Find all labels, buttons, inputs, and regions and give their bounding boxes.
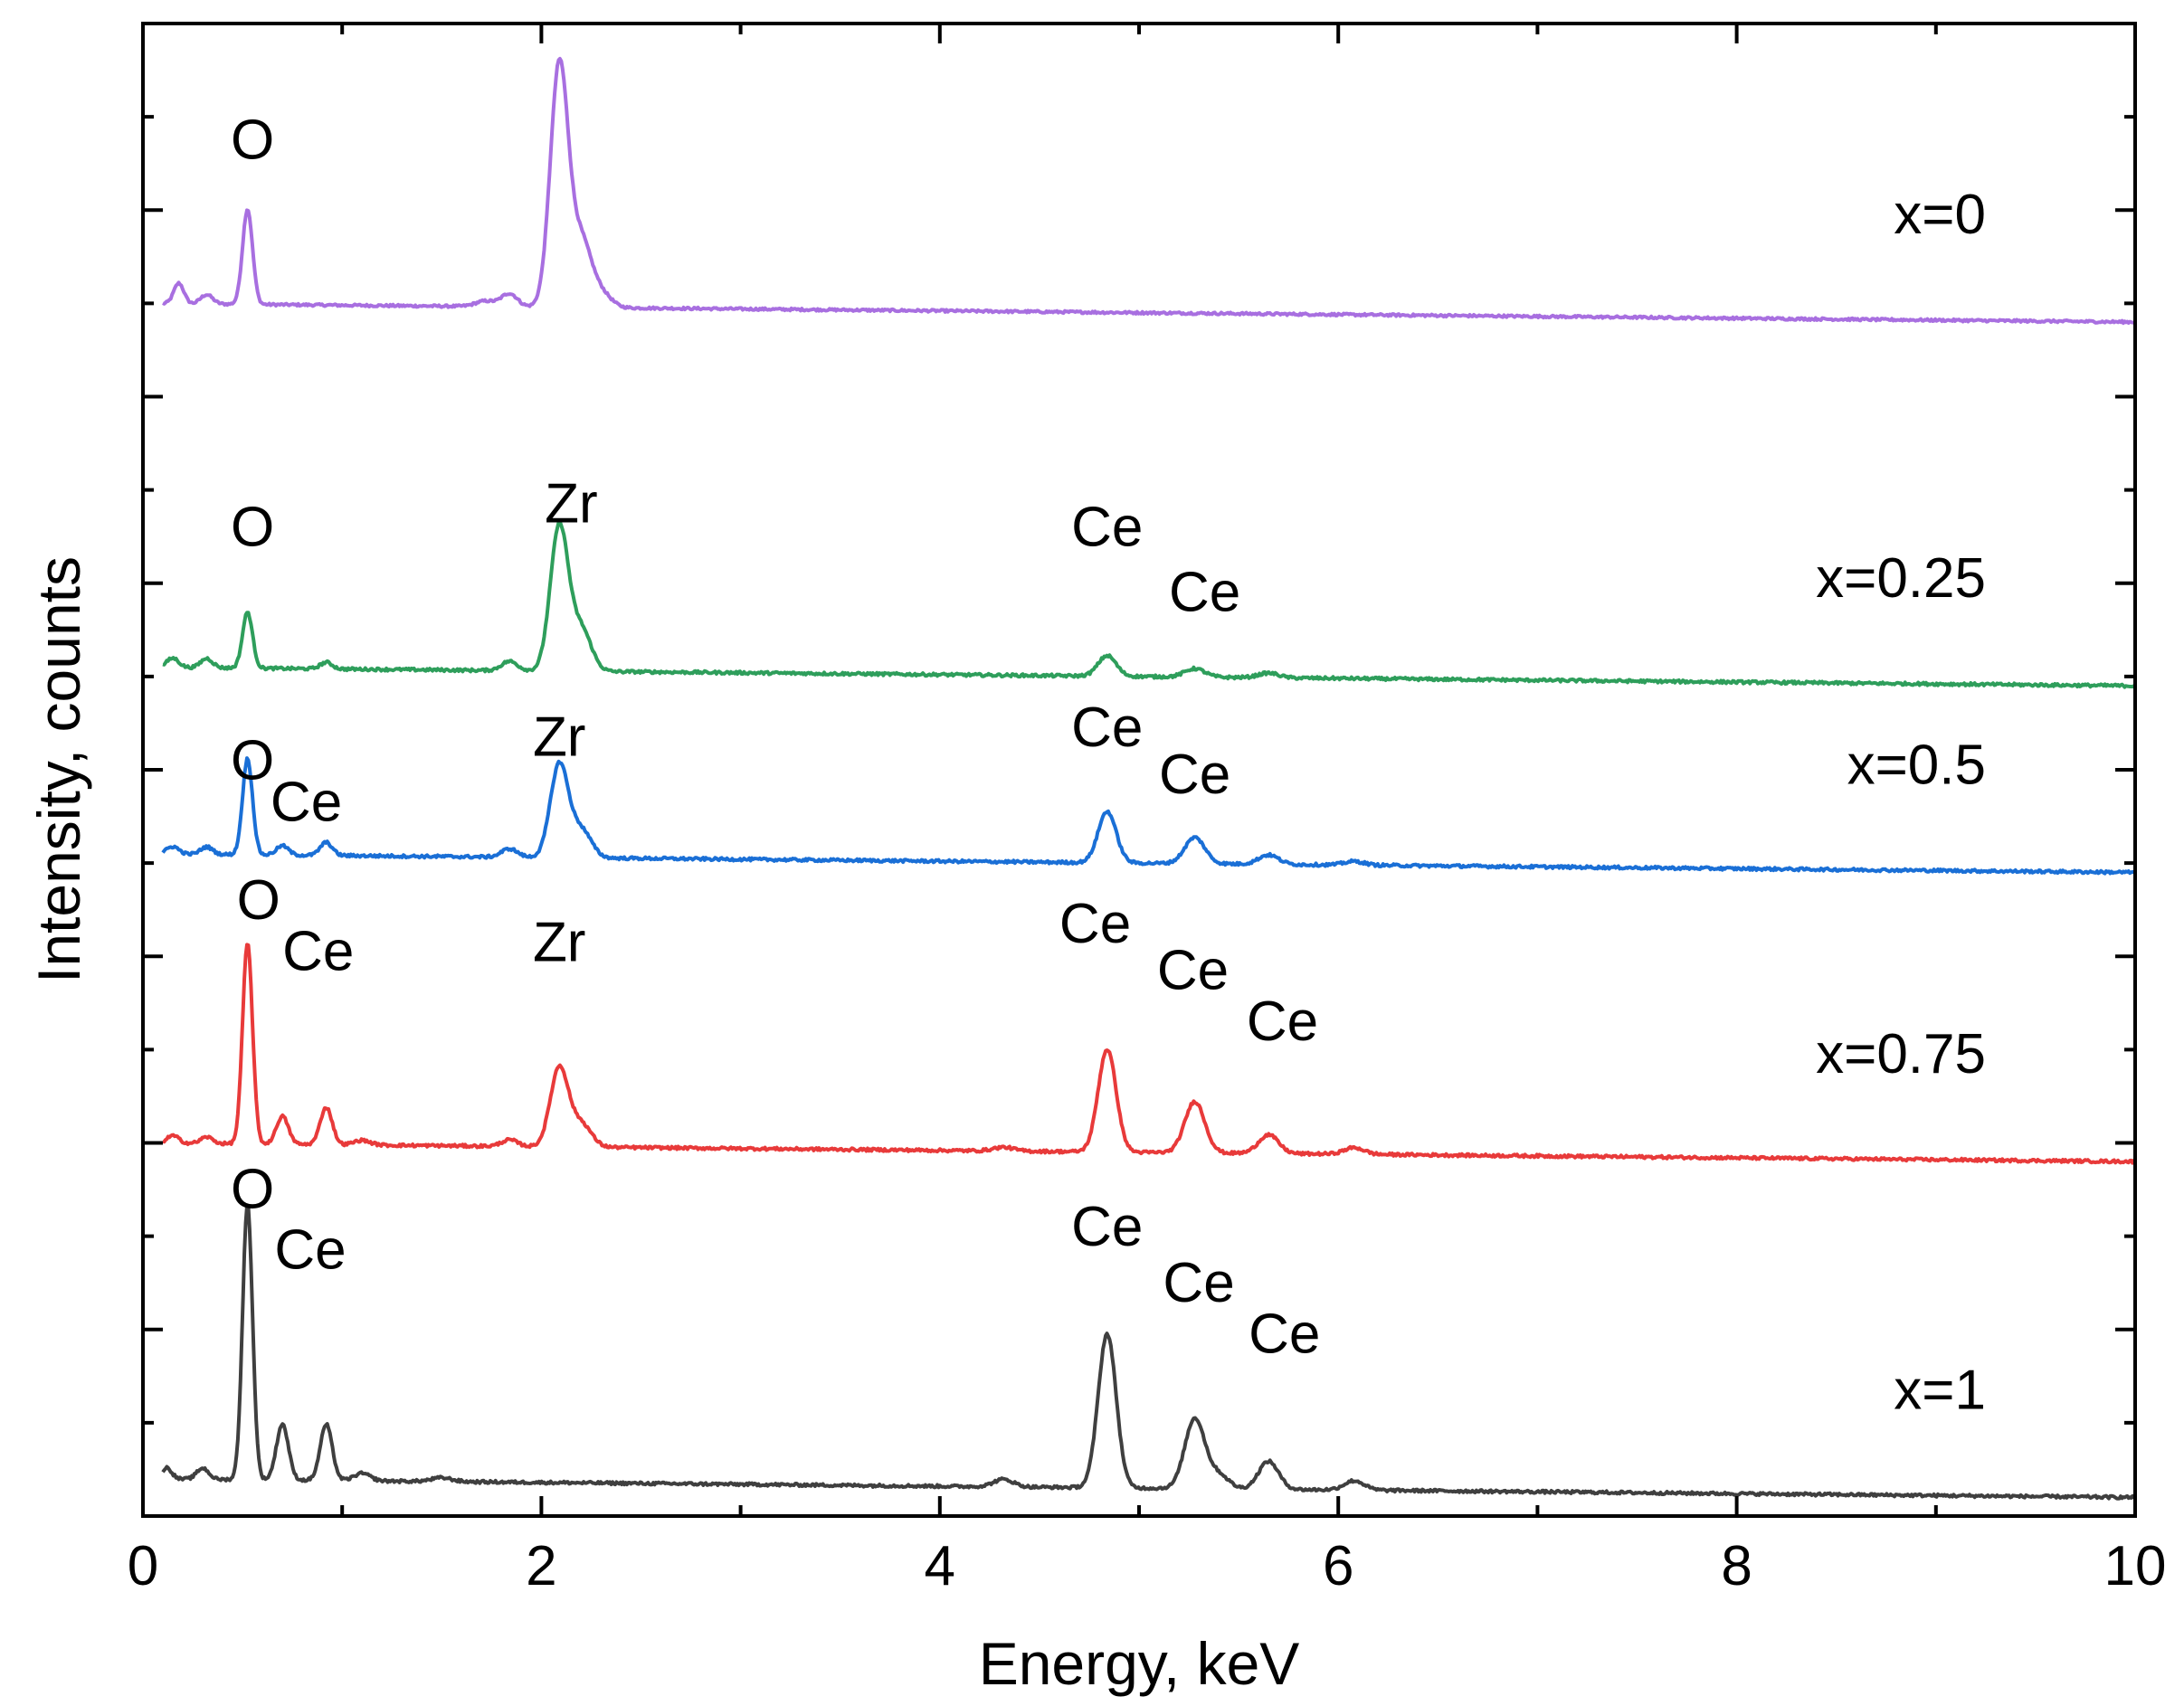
x-tick-label-2: 2 <box>526 1535 556 1597</box>
x-tick-label-0: 0 <box>128 1535 158 1597</box>
peak-label-1-0: O <box>231 497 274 559</box>
peak-annotation-layer: x=0OZrx=0.25OZrCeCex=0.5OCeZrCeCex=0.75O… <box>231 0 1986 1421</box>
peak-label-1-1: Zr <box>545 473 598 535</box>
series-line-4 <box>161 1204 2137 1501</box>
series-label-4: x=1 <box>1894 1359 1986 1421</box>
y-axis-label: Intensity, counts <box>25 556 92 983</box>
series-label-2: x=0.5 <box>1847 734 1986 796</box>
series-line-1 <box>162 519 2136 689</box>
series-label-3: x=0.75 <box>1816 1023 1986 1085</box>
peak-label-4-3: Ce <box>1163 1252 1234 1314</box>
peak-label-3-4: Ce <box>1157 939 1229 1001</box>
peak-label-3-3: Ce <box>1059 893 1131 955</box>
peak-label-4-2: Ce <box>1071 1196 1143 1258</box>
peak-label-0-0: O <box>231 109 274 172</box>
peak-label-3-5: Ce <box>1247 990 1318 1053</box>
peak-label-2-2: Zr <box>533 706 586 769</box>
series-line-0 <box>162 56 2136 326</box>
x-tick-label-8: 8 <box>1721 1535 1752 1597</box>
series-label-0: x=0 <box>1894 184 1986 246</box>
peak-label-2-3: Ce <box>1071 697 1143 759</box>
peak-label-3-0: O <box>237 869 280 932</box>
peak-label-0-1: Zr <box>533 0 586 13</box>
peak-label-4-4: Ce <box>1249 1303 1320 1366</box>
series-layer <box>161 56 2137 1501</box>
series-line-2 <box>161 756 2137 876</box>
x-tick-label-6: 6 <box>1323 1535 1353 1597</box>
peak-label-1-2: Ce <box>1071 497 1143 559</box>
peak-label-4-0: O <box>231 1159 274 1221</box>
x-tick-label-10: 10 <box>2104 1535 2167 1597</box>
x-axis-label: Energy, keV <box>979 1630 1300 1697</box>
peak-label-3-1: Ce <box>282 921 354 983</box>
peak-label-4-1: Ce <box>274 1219 346 1282</box>
series-line-3 <box>162 943 2137 1165</box>
x-tick-label-4: 4 <box>925 1535 955 1597</box>
peak-label-1-3: Ce <box>1169 562 1240 624</box>
peak-label-2-4: Ce <box>1159 744 1230 806</box>
peak-label-2-0: O <box>231 729 274 791</box>
peak-label-2-1: Ce <box>271 772 342 834</box>
peak-label-3-2: Zr <box>533 911 586 973</box>
axes-layer: 0 2 4 6 8 10 <box>128 22 2167 1597</box>
series-label-1: x=0.25 <box>1816 547 1986 610</box>
